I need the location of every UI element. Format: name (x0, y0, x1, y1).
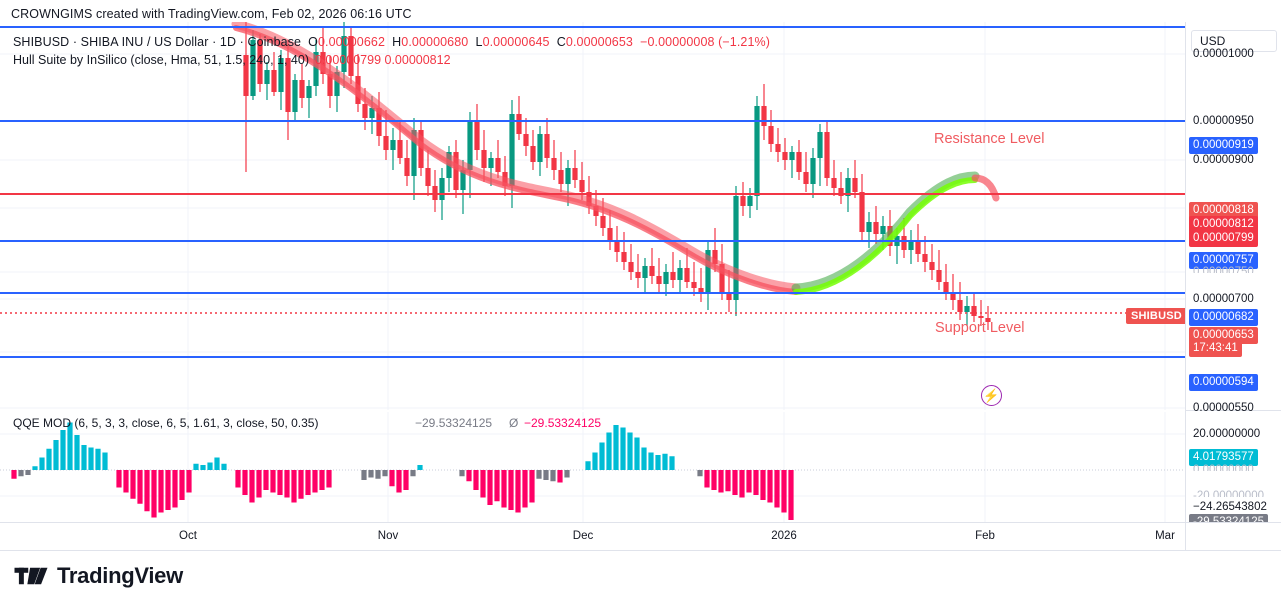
support-level-annotation: Support Level (935, 320, 1025, 336)
ohlc-close-key: C (556, 35, 566, 49)
ohlc-open-value: 0.00000662 (317, 35, 385, 49)
time-axis-label: 2026 (771, 530, 797, 542)
price-tick: 0.00001000 (1193, 48, 1254, 60)
price-tick: 0.00000900 (1193, 154, 1254, 166)
ohlc-change-value: −0.00000008 (−1.21%) (640, 35, 770, 49)
qqe-mod-label: QQE MOD (6, 5, 3, 3, close, 6, 5, 1.61, … (13, 416, 319, 430)
qqe-mod-avg-symbol: Ø (509, 416, 519, 430)
currency-selector[interactable]: USD (1191, 30, 1277, 52)
price-tick: 0.00000750 (1193, 266, 1254, 273)
price-scale[interactable]: USD 0.00001000 0.00000950 0.00000919 0.0000… (1185, 22, 1281, 531)
price-tick: 17:43:41 (1189, 340, 1242, 357)
price-tick: 0.00000812 (1189, 216, 1258, 233)
symbol-legend-label: SHIBUSD · SHIBA INU / US Dollar · 1D · C… (13, 35, 302, 49)
price-tick: 0.00000653 (1189, 327, 1258, 344)
time-axis-label: Mar (1155, 530, 1175, 542)
ohlc-low-key: L (475, 35, 483, 49)
footer-divider (0, 550, 1281, 551)
time-axis-label: Oct (179, 530, 197, 542)
qqe-mod-legend-row: QQE MOD (6, 5, 3, 3, close, 6, 5, 1.61, … (13, 416, 318, 430)
oscillator-tick: 0.00000000 (1193, 464, 1254, 471)
price-scale-divider (1186, 410, 1281, 411)
price-tick: 0.00000550 (1193, 402, 1254, 414)
tradingview-footer: TradingView (14, 563, 183, 589)
time-scale[interactable]: Oct Nov Dec 2026 Feb Mar (0, 522, 1281, 551)
hull-suite-values: 0.00000799 0.00000812 (314, 53, 451, 67)
price-tick: 0.00000950 (1193, 115, 1254, 127)
price-tick: 0.00000818 (1189, 202, 1258, 219)
time-axis-label: Nov (377, 530, 399, 542)
hull-suite-legend-row: Hull Suite by InSilico (close, Hma, 51, … (13, 53, 451, 67)
time-scale-divider (1185, 523, 1186, 551)
hull-suite-label: Hull Suite by InSilico (close, Hma, 51, … (13, 53, 309, 67)
symbol-price-flag: SHIBUSD (1126, 308, 1187, 324)
price-tick: 0.00000682 (1189, 309, 1258, 326)
price-tick: 0.00000700 (1193, 293, 1254, 305)
ohlc-open-key: O (308, 35, 318, 49)
time-axis-label: Feb (975, 530, 995, 542)
symbol-legend-row: SHIBUSD · SHIBA INU / US Dollar · 1D · C… (13, 35, 770, 49)
ohlc-close-value: 0.00000653 (565, 35, 633, 49)
price-tick: 0.00000919 (1189, 137, 1258, 154)
oscillator-tick: -20.00000000 (1193, 490, 1264, 497)
price-tick: 0.00000594 (1189, 374, 1258, 391)
resistance-level-annotation: Resistance Level (934, 131, 1045, 147)
price-chart-pane[interactable] (0, 22, 1185, 410)
oscillator-tick: −24.26543802 (1193, 501, 1267, 513)
currency-label: USD (1200, 34, 1226, 48)
ohlc-high-key: H (392, 35, 402, 49)
qqe-mod-avg-value: −29.53324125 (524, 416, 602, 430)
ohlc-low-value: 0.00000645 (482, 35, 550, 49)
oscillator-tick: 20.00000000 (1193, 428, 1261, 440)
ohlc-legend: O0.00000662 H0.00000680 L0.00000645 C0.0… (308, 35, 770, 49)
attribution-text: CROWNGIMS created with TradingView.com, … (11, 7, 412, 21)
tradingview-logo-icon (14, 567, 48, 585)
qqe-mod-value: −29.53324125 (415, 416, 493, 430)
qqe-mod-pane[interactable] (0, 412, 1185, 522)
price-tick: 0.00000757 (1189, 252, 1258, 269)
tradingview-brand-label: TradingView (57, 563, 183, 588)
price-tick: 0.00000799 (1189, 230, 1258, 247)
qqe-mod-canvas (0, 412, 1185, 522)
ohlc-high-value: 0.00000680 (401, 35, 469, 49)
lightning-bolt-icon[interactable]: ⚡ (981, 385, 1002, 406)
price-chart-canvas (0, 22, 1185, 410)
time-axis-label: Dec (572, 530, 594, 542)
oscillator-tick: 4.01793577 (1189, 449, 1258, 466)
